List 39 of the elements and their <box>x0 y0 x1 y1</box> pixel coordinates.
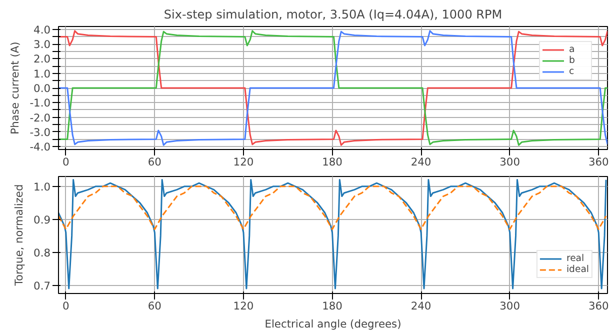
y-tick-label: 1.0 <box>34 67 51 80</box>
chart-title: Six-step simulation, motor, 3.50A (Iq=4.04A), 1000 RPM <box>164 8 502 22</box>
legend-label: b <box>569 55 576 66</box>
legend-label: ideal <box>566 264 589 275</box>
y-tick-label: 0.9 <box>34 213 51 226</box>
y-axis-title: Phase current (A) <box>8 42 22 134</box>
x-tick-label: 300 <box>500 300 520 312</box>
legend-label: a <box>569 44 576 55</box>
line-series <box>58 186 607 230</box>
x-tick-label: 360 <box>588 156 610 168</box>
y-tick-label: 1.0 <box>34 180 51 194</box>
y-tick-label: 0.0 <box>34 82 51 95</box>
x-tick-label: 180 <box>322 156 343 168</box>
x-tick-label: 120 <box>233 156 254 168</box>
x-tick-label: 120 <box>233 300 254 312</box>
legend-label: c <box>569 66 576 77</box>
x-tick-label: 0 <box>62 300 70 312</box>
x-axis-title: Electrical angle (degrees) <box>264 318 402 330</box>
legend-label: real <box>566 253 586 264</box>
y-tick-label: -3.0 <box>30 126 51 139</box>
line-series <box>58 179 607 290</box>
x-tick-label: 360 <box>588 300 610 312</box>
y-tick-label: 3.0 <box>34 38 51 52</box>
x-tick-label: 0 <box>62 156 70 168</box>
y-tick-label: 0.7 <box>34 279 51 292</box>
y-tick-label: 2.0 <box>34 52 51 66</box>
y-tick-label: 4.0 <box>34 23 51 36</box>
x-tick-label: 180 <box>322 300 343 312</box>
x-tick-label: 300 <box>500 156 520 168</box>
y-tick-label: -1.0 <box>30 96 51 110</box>
y-tick-label: -2.0 <box>30 111 51 124</box>
y-tick-label: 0.8 <box>34 246 51 260</box>
x-tick-label: 240 <box>410 156 432 168</box>
y-tick-label: -4.0 <box>30 140 51 154</box>
x-tick-label: 240 <box>410 300 432 312</box>
x-tick-label: 60 <box>148 300 162 312</box>
x-tick-label: 60 <box>148 156 162 168</box>
line-series <box>58 30 608 146</box>
y-axis-title: Torque, normalized <box>12 184 26 287</box>
